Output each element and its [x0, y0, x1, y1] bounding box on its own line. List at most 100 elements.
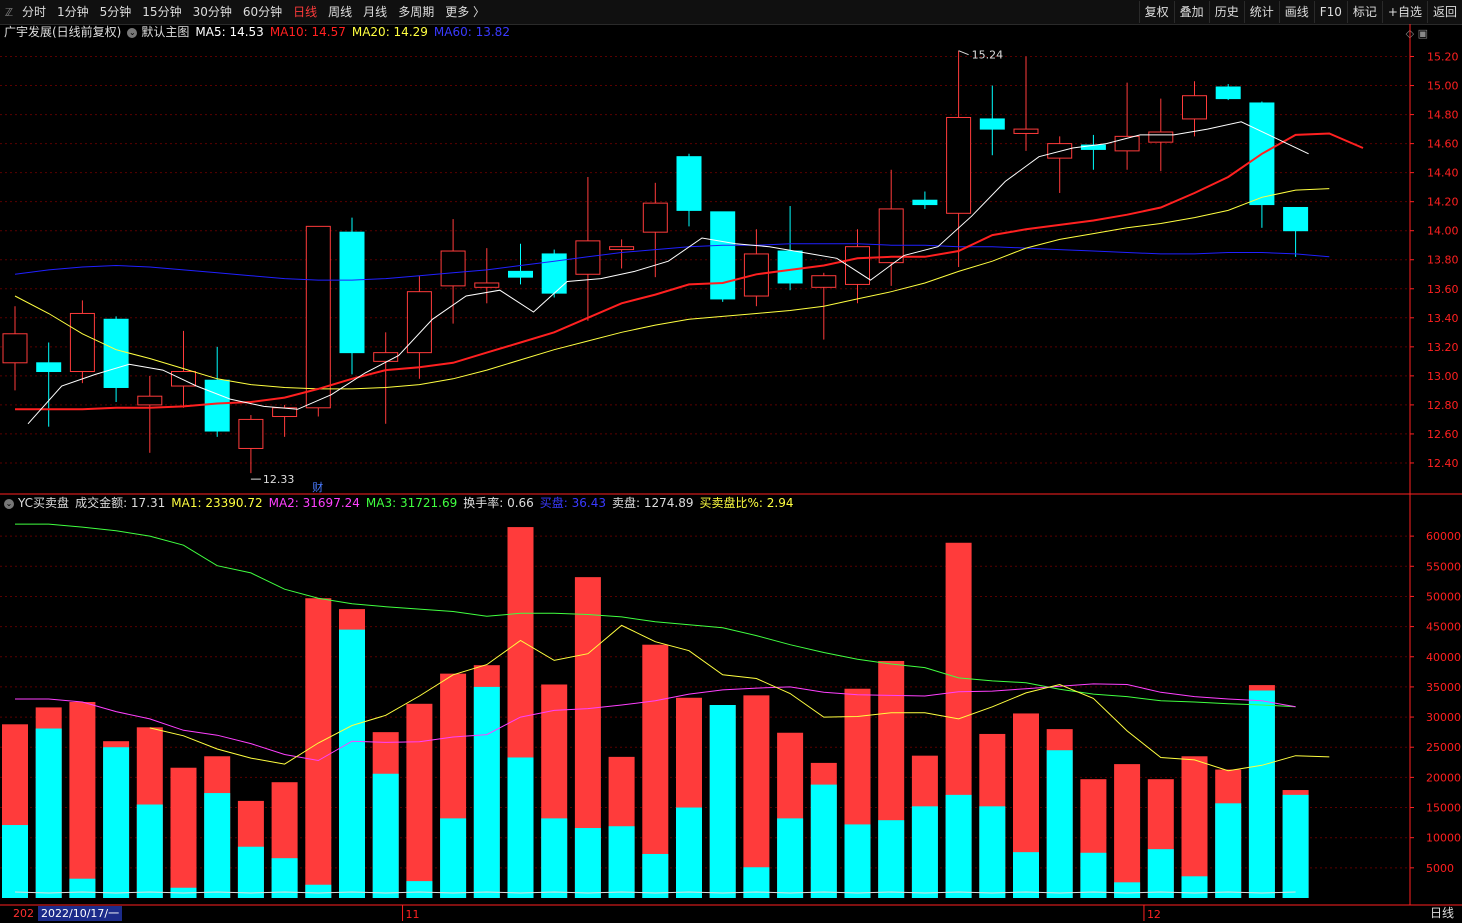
main-tick-label-5: 13.40 — [1427, 312, 1459, 325]
high-price-label: 15.24 — [972, 49, 1004, 62]
vol-ma1-value: MA1: 23390.72 — [171, 496, 263, 510]
main-tick-label-9: 14.20 — [1427, 196, 1459, 209]
period-tab-1[interactable]: 1分钟 — [57, 5, 89, 19]
stock-title: 广宇发展(日线前复权) — [4, 25, 122, 39]
period-tab-10[interactable]: 更多 〉 — [445, 5, 486, 19]
main-tick-label-3: 13.00 — [1427, 370, 1459, 383]
period-tab-8[interactable]: 月线 — [363, 5, 388, 19]
candle-body-38 — [1283, 206, 1309, 232]
buy-bar-8 — [271, 858, 298, 898]
main-tick-label-12: 14.80 — [1427, 109, 1459, 122]
period-tab-6[interactable]: 日线 — [293, 5, 318, 19]
sub-tick-label-11: 60000 — [1426, 530, 1461, 543]
main-tick-label-2: 12.80 — [1427, 399, 1459, 412]
period-indicator[interactable]: 日线 — [1429, 906, 1454, 920]
candle-body-2 — [69, 312, 95, 373]
tool-button-7[interactable]: +自选 — [1381, 1, 1427, 23]
ratio-value: 买卖盘比%: 2.94 — [699, 496, 794, 510]
buy-bar-19 — [642, 853, 669, 898]
buy-bar-37 — [1248, 690, 1275, 898]
tool-button-2[interactable]: 历史 — [1208, 1, 1244, 23]
main-tick-label-14: 15.20 — [1427, 51, 1459, 64]
buy-bar-38 — [1282, 794, 1309, 898]
sub-tick-label-6: 35000 — [1426, 681, 1461, 694]
buy-value: 买盘: 36.43 — [539, 496, 607, 510]
buy-bar-25 — [844, 824, 871, 898]
sub-tick-label-10: 55000 — [1426, 560, 1461, 573]
tool-button-6[interactable]: 标记 — [1346, 1, 1382, 23]
buy-bar-6 — [204, 793, 231, 898]
ma20-line — [14, 188, 1330, 390]
main-tick-label-13: 15.00 — [1427, 80, 1459, 93]
buy-bar-15 — [507, 757, 534, 898]
main-tick-label-11: 14.60 — [1427, 138, 1459, 151]
buy-bar-30 — [1013, 852, 1039, 898]
sell-bar-33 — [1114, 764, 1141, 898]
buy-bar-11 — [372, 773, 399, 898]
tool-button-3[interactable]: 统计 — [1243, 1, 1279, 23]
candle-body-1 — [36, 362, 62, 373]
indicator-name[interactable]: YC买卖盘 — [18, 496, 70, 510]
buy-bar-26 — [878, 820, 905, 898]
vol-ma1-line — [149, 624, 1330, 772]
buy-bar-3 — [103, 747, 130, 898]
high-arrow — [958, 50, 969, 56]
period-tab-7[interactable]: 周线 — [328, 5, 353, 19]
turnover-line — [14, 891, 1296, 894]
period-tab-0[interactable]: 分时 — [22, 5, 47, 19]
period-tab-3[interactable]: 15分钟 — [142, 5, 182, 19]
tool-button-1[interactable]: 叠加 — [1173, 1, 1209, 23]
period-tab-2[interactable]: 5分钟 — [99, 5, 132, 19]
period-tab-9[interactable]: 多周期 — [398, 5, 435, 19]
candle-body-13 — [440, 250, 466, 287]
candle-body-15 — [508, 270, 533, 278]
tool-button-8[interactable]: 返回 — [1426, 1, 1462, 23]
candle-body-11 — [373, 352, 399, 362]
sell-bar-2 — [69, 701, 96, 898]
candle-body-30 — [1013, 128, 1039, 134]
amount-value: 成交金额: 17.31 — [75, 496, 166, 510]
buy-bar-34 — [1147, 849, 1174, 898]
ma5-line — [27, 121, 1309, 425]
sell-bar-12 — [406, 703, 433, 898]
month-label-dec: 12 — [1147, 908, 1161, 921]
period-tabs: ℤ 分时 1分钟 5分钟 15分钟 30分钟 60分钟 日线 周线 月线 多周期 更多 〉 — [0, 0, 492, 24]
main-chart-name[interactable]: 默认主图 — [141, 25, 190, 39]
ma10-line — [15, 132, 1364, 411]
sub-tick-label-9: 50000 — [1426, 590, 1461, 603]
candle-body-4 — [137, 395, 163, 406]
candle-body-6 — [204, 379, 230, 432]
buy-bar-31 — [1046, 750, 1073, 898]
chart-settings-icon[interactable]: ⌄ — [127, 27, 138, 38]
tool-button-4[interactable]: 画线 — [1278, 1, 1314, 23]
buy-bar-35 — [1181, 876, 1208, 898]
sell-bar-5 — [170, 767, 197, 898]
window-controls[interactable]: ◇ ▣ — [1405, 27, 1428, 40]
candle-body-26 — [878, 208, 904, 264]
candle-body-23 — [777, 250, 803, 284]
ma20-value: MA20: 14.29 — [351, 25, 428, 39]
main-tick-label-1: 12.60 — [1427, 428, 1459, 441]
buy-bar-29 — [979, 806, 1006, 898]
period-tab-5[interactable]: 60分钟 — [242, 5, 283, 19]
candle-body-35 — [1182, 95, 1207, 120]
vol-ma3-value: MA3: 31721.69 — [365, 496, 458, 510]
candle-body-21 — [710, 211, 736, 300]
buy-bar-24 — [810, 784, 837, 898]
app-menu-icon[interactable]: ℤ — [4, 5, 14, 19]
main-tick-label-0: 12.40 — [1427, 457, 1459, 470]
candle-body-9 — [305, 225, 331, 409]
candle-body-12 — [406, 291, 432, 354]
candle-body-14 — [474, 282, 500, 288]
candle-body-28 — [946, 116, 972, 214]
sell-value: 卖盘: 1274.89 — [612, 496, 694, 510]
finance-marker: 财 — [312, 480, 323, 494]
ma60-value: MA60: 13.82 — [433, 25, 510, 39]
buy-bar-32 — [1080, 852, 1107, 898]
period-tab-4[interactable]: 30分钟 — [192, 5, 232, 19]
tool-button-0[interactable]: 复权 — [1138, 1, 1174, 23]
vol-ma2-line — [15, 683, 1296, 762]
tool-button-5[interactable]: F10 — [1313, 1, 1347, 23]
indicator-settings-icon[interactable]: ⌄ — [4, 498, 14, 509]
